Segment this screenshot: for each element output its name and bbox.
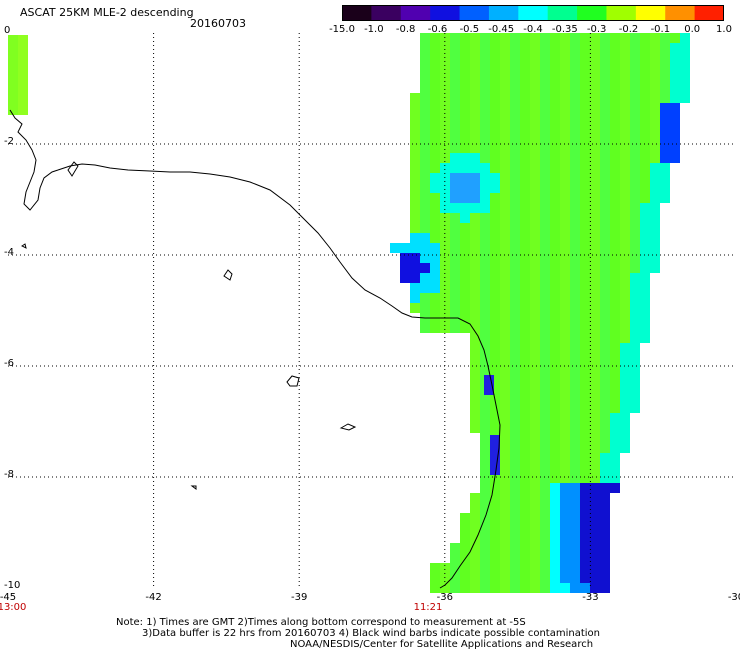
y-tick-label: -6: [4, 358, 14, 369]
colorbar-swatch: [665, 5, 696, 21]
colorbar-swatch: [606, 5, 637, 21]
y-tick-label: -10: [4, 580, 21, 591]
colorbar-swatch: [430, 5, 461, 21]
y-tick-label: -4: [4, 247, 14, 258]
x-tick-label: -36: [436, 592, 453, 603]
colorbar-frame: [342, 5, 724, 21]
coastline-northwest: [9, 109, 59, 211]
colorbar-label: -0.35: [551, 24, 578, 35]
colorbar-label: -1.0: [364, 24, 384, 35]
time-mid: 11:21: [413, 602, 443, 613]
colorbar-swatch: [635, 5, 666, 21]
island: [67, 161, 79, 177]
note-line-3: NOAA/NESDIS/Center for Satellite Applica…: [290, 639, 594, 650]
colorbar-label: 1.0: [716, 24, 732, 35]
note-line-1: Note: 1) Times are GMT 2)Times along bot…: [116, 617, 526, 628]
x-tick-label: -39: [291, 592, 308, 603]
island: [286, 375, 300, 387]
x-tick-label: -30: [727, 592, 740, 603]
x-tick-label: -33: [582, 592, 599, 603]
colorbar-swatch: [459, 5, 490, 21]
time-left: 13:00: [0, 602, 27, 613]
colorbar-label: 0.0: [684, 24, 701, 35]
x-tick-label: -42: [145, 592, 162, 603]
colorbar-label: -0.45: [488, 24, 515, 35]
map-title: ASCAT 25KM MLE-2 descending: [20, 6, 194, 19]
colorbar-label: -0.5: [459, 24, 480, 35]
colorbar-swatch: [518, 5, 549, 21]
island: [190, 485, 197, 490]
colorbar-swatch: [371, 5, 402, 21]
island: [339, 423, 357, 431]
colorbar: [342, 5, 724, 21]
y-tick-label: -8: [4, 469, 14, 480]
coastline: [57, 163, 501, 589]
x-tick-label: -45: [0, 592, 17, 603]
colorbar-swatch: [547, 5, 578, 21]
map-date: 20160703: [190, 17, 246, 30]
island: [223, 269, 233, 281]
colorbar-label: -0.4: [523, 24, 543, 35]
colorbar-label: -0.3: [586, 24, 607, 35]
y-tick-label: 0: [4, 25, 11, 36]
colorbar-label: -15.0: [329, 24, 355, 35]
colorbar-swatch: [577, 5, 607, 21]
colorbar-swatch: [488, 5, 519, 21]
colorbar-label: -0.1: [650, 24, 671, 35]
colorbar-label: -0.2: [618, 24, 639, 35]
colorbar-swatch: [342, 5, 372, 21]
colorbar-swatch: [400, 5, 431, 21]
colorbar-label: -0.6: [427, 24, 448, 35]
y-tick-label: -2: [4, 136, 14, 147]
colorbar-label: -0.8: [395, 24, 416, 35]
scatterometer-swath: [8, 33, 690, 593]
grid-lines: [8, 33, 736, 588]
note-line-2: 3)Data buffer is 22 hrs from 20160703 4)…: [142, 628, 600, 639]
island: [21, 243, 27, 249]
colorbar-swatch: [694, 5, 724, 21]
